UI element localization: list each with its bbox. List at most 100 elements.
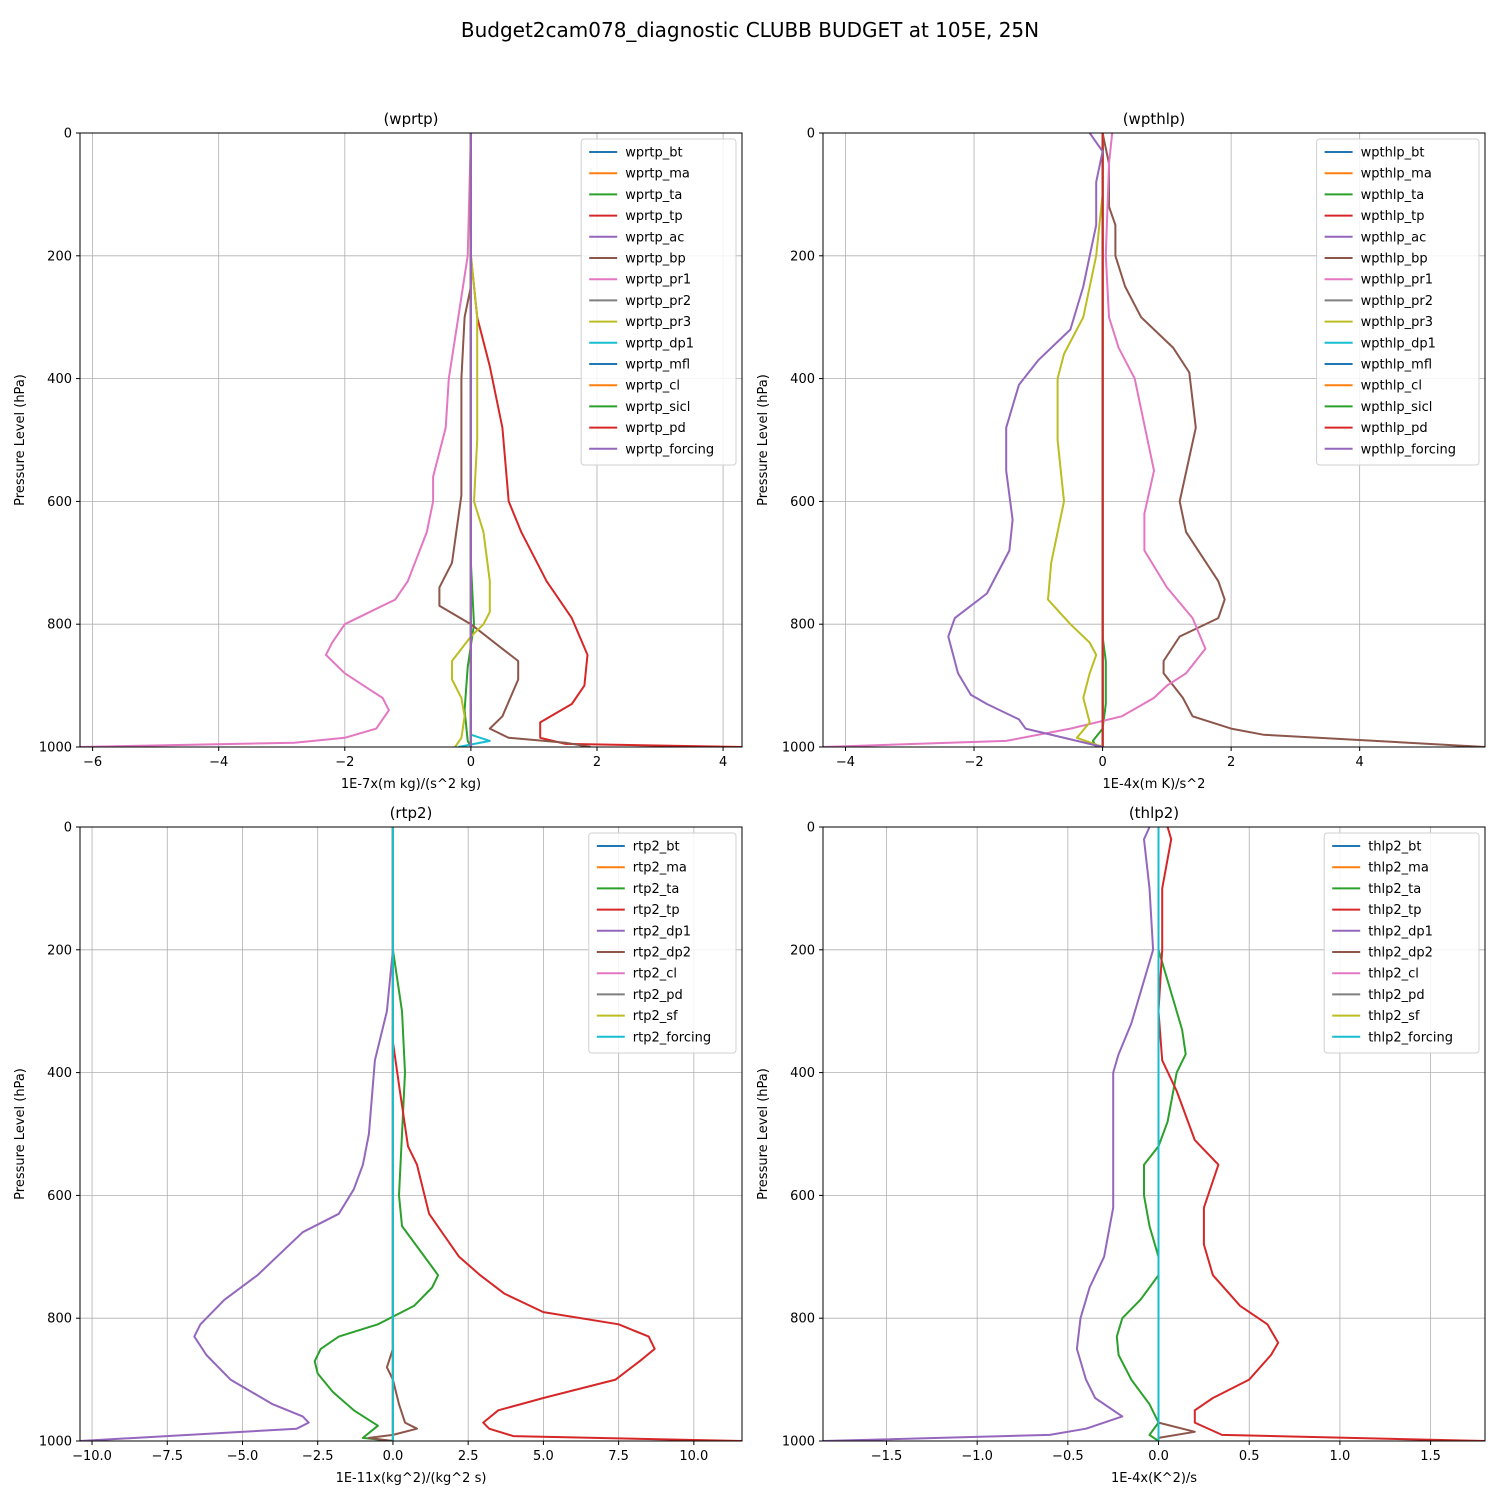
x-tick-label: 0.0 [383, 1449, 404, 1464]
legend-label: rtp2_bt [633, 840, 680, 855]
legend-label: thlp2_tp [1368, 903, 1421, 918]
x-tick-label: 4 [719, 755, 727, 770]
y-tick-label: 200 [47, 249, 72, 264]
y-tick-label: 800 [47, 618, 72, 633]
x-tick-label: 0.0 [1148, 1449, 1169, 1464]
x-tick-label: −10.0 [72, 1449, 112, 1464]
y-tick-label: 600 [47, 495, 72, 510]
legend-label: thlp2_dp1 [1368, 924, 1433, 939]
legend-label: wpthlp_cl [1361, 379, 1422, 394]
legend-box [588, 832, 737, 1054]
series-line-wpthlp_pr3 [1047, 133, 1104, 747]
y-tick-label: 1000 [39, 741, 72, 756]
axes-frame [79, 132, 743, 748]
legend-label: thlp2_ma [1368, 861, 1429, 876]
legend-label: wpthlp_forcing [1361, 442, 1456, 457]
legend-label: wprtp_sicl [625, 400, 690, 415]
legend-box [1316, 138, 1480, 466]
panel-wpthlp: −4 −2 0 2 4 0 200 400 600 800 1000 (wpthlp) 1E-4x(m … [756, 110, 1486, 792]
y-tick-label: 600 [47, 1189, 72, 1204]
series-group [80, 133, 742, 747]
legend-label: wpthlp_ma [1361, 167, 1432, 182]
panel-thlp2: −1.5 −1.0 −0.5 0.0 0.5 1.0 1.5 0 200 400 600 800 100… [756, 804, 1486, 1486]
legend-label: wpthlp_mfl [1361, 358, 1432, 373]
legend-label: rtp2_dp2 [633, 946, 691, 961]
y-tick-label: 400 [47, 372, 72, 387]
axes-frame [822, 826, 1486, 1442]
legend-label: wprtp_cl [625, 379, 680, 394]
y-tick-label: 400 [790, 372, 815, 387]
y-tick-label: 200 [790, 943, 815, 958]
series-line-thlp2_tp [1157, 827, 1485, 1441]
y-tick-label: 800 [790, 1312, 815, 1327]
legend-label: wpthlp_bt [1361, 146, 1425, 161]
x-axis-label: 1E-4x(m K)/s^2 [1103, 777, 1206, 792]
x-tick-label: 2 [593, 755, 601, 770]
legend-label: wprtp_tp [625, 209, 682, 224]
x-tick-label: −4 [209, 755, 228, 770]
y-tick-label: 0 [64, 127, 72, 142]
legend-label: wprtp_ma [625, 167, 690, 182]
legend-box [580, 138, 737, 466]
x-axis-label: 1E-7x(m kg)/(s^2 kg) [341, 777, 481, 792]
legend: wpthlp_bt wpthlp_ma wpthlp_ta wpthlp_tpwpth… [1316, 138, 1480, 466]
x-tick-label: 1.0 [1330, 1449, 1351, 1464]
legend-label: thlp2_bt [1368, 840, 1421, 855]
x-tick-label: 5.0 [533, 1449, 554, 1464]
x-tick-label: −2 [964, 755, 983, 770]
x-tick-label: −5.0 [227, 1449, 259, 1464]
legend-label: wpthlp_pr1 [1361, 273, 1433, 288]
y-tick-label: 600 [790, 495, 815, 510]
y-tick-label: 600 [790, 1189, 815, 1204]
legend-label: wprtp_pr3 [625, 315, 691, 330]
y-tick-label: 400 [790, 1066, 815, 1081]
series-line-rtp2_tp [391, 827, 742, 1441]
series-line-wpthlp_bp [1101, 133, 1485, 747]
legend-box [1323, 832, 1480, 1054]
x-tick-label: −0.5 [1052, 1449, 1084, 1464]
x-tick-label: 0 [1098, 755, 1106, 770]
y-axis-label: Pressure Level (hPa) [13, 1068, 28, 1200]
series-group [823, 133, 1485, 747]
legend-label: thlp2_dp2 [1368, 946, 1433, 961]
legend-label: rtp2_tp [633, 903, 680, 918]
y-tick-label: 800 [47, 1312, 72, 1327]
y-tick-label: 200 [47, 943, 72, 958]
series-line-wpthlp_forcing [947, 133, 1104, 747]
x-tick-label: −7.5 [151, 1449, 183, 1464]
legend-label: rtp2_cl [633, 967, 677, 982]
y-tick-label: 1000 [39, 1435, 72, 1450]
legend-label: wpthlp_tp [1361, 209, 1425, 224]
x-tick-label: −2 [335, 755, 354, 770]
x-tick-label: −4 [836, 755, 855, 770]
x-tick-label: −1.5 [871, 1449, 903, 1464]
legend-label: rtp2_ma [633, 861, 687, 876]
series-line-rtp2_dp1 [80, 827, 394, 1441]
legend-label: wpthlp_pr3 [1361, 315, 1433, 330]
legend-label: rtp2_ta [633, 882, 680, 897]
legend-label: wpthlp_bp [1361, 252, 1428, 267]
x-tick-label: 4 [1356, 755, 1364, 770]
y-axis-label: Pressure Level (hPa) [756, 1068, 771, 1200]
axes-frame [79, 826, 743, 1442]
legend-label: wprtp_bt [625, 146, 682, 161]
legend-label: wpthlp_sicl [1361, 400, 1433, 415]
legend: thlp2_bt thlp2_ma thlp2_ta thlp2_tp thlp2_dp… [1323, 832, 1480, 1054]
legend-label: wprtp_pr2 [625, 294, 691, 309]
series-group [823, 827, 1485, 1441]
panel-title: (wprtp) [383, 110, 438, 128]
x-tick-label: 10.0 [679, 1449, 708, 1464]
legend-label: wprtp_forcing [625, 442, 714, 457]
legend-label: wpthlp_dp1 [1361, 336, 1436, 351]
legend-label: wprtp_mfl [625, 358, 690, 373]
panel-title: (wpthlp) [1123, 110, 1186, 128]
series-line-thlp2_dp1 [823, 827, 1155, 1441]
y-tick-label: 0 [807, 127, 815, 142]
y-tick-label: 1000 [782, 741, 815, 756]
legend-label: thlp2_pd [1368, 988, 1424, 1003]
x-tick-label: 2.5 [458, 1449, 479, 1464]
series-line-rtp2_dp2 [367, 827, 418, 1441]
y-tick-label: 800 [790, 618, 815, 633]
series-line-rtp2_ta [313, 827, 440, 1441]
legend-label: thlp2_forcing [1368, 1030, 1453, 1045]
